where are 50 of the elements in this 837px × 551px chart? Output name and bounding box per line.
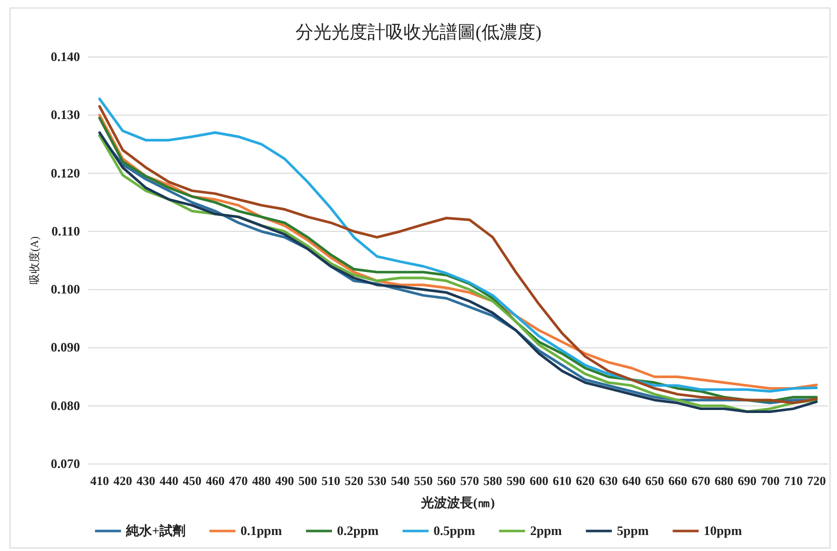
y-tick-label: 0.110 (51, 223, 80, 238)
x-tick-label: 470 (228, 474, 248, 488)
x-tick-label: 490 (275, 474, 294, 488)
x-tick-label: 410 (90, 474, 109, 488)
chart-title: 分光光度計吸收光譜圖(低濃度) (296, 22, 542, 42)
x-tick-label: 710 (784, 474, 803, 488)
legend-label: 0.5ppm (434, 523, 476, 538)
y-tick-label: 0.130 (50, 107, 80, 122)
x-tick-label: 650 (645, 474, 664, 488)
x-tick-label: 550 (414, 474, 433, 488)
legend-label: 10ppm (704, 523, 742, 538)
x-tick-label: 480 (252, 474, 271, 488)
x-tick-label: 500 (298, 474, 318, 488)
legend-label: 2ppm (530, 523, 562, 538)
x-tick-label: 700 (760, 474, 780, 488)
legend-label: 0.2ppm (336, 523, 379, 538)
x-tick-label: 520 (344, 474, 364, 488)
x-tick-label: 460 (206, 474, 225, 488)
x-tick-label: 530 (368, 474, 386, 488)
x-tick-label: 450 (182, 474, 202, 488)
y-axis-title: 吸收度(A) (28, 236, 41, 285)
x-axis-title: 光波波長(㎚) (420, 495, 495, 510)
y-tick-label: 0.080 (50, 398, 80, 413)
x-tick-label: 660 (668, 474, 688, 488)
x-tick-label: 640 (622, 474, 641, 488)
legend-label: 0.1ppm (240, 523, 282, 538)
x-tick-label: 670 (691, 474, 710, 488)
x-tick-label: 590 (506, 474, 526, 488)
x-tick-label: 630 (598, 474, 618, 488)
x-tick-label: 560 (437, 474, 456, 488)
x-tick-label: 510 (321, 474, 340, 488)
y-tick-label: 0.090 (50, 340, 80, 355)
y-tick-label: 0.100 (50, 282, 80, 297)
legend-label: 5ppm (616, 523, 649, 538)
legend-label: 純水+試劑 (125, 523, 186, 538)
x-tick-label: 680 (714, 474, 734, 488)
y-tick-label: 0.140 (50, 49, 80, 64)
x-tick-label: 440 (160, 474, 178, 488)
x-tick-label: 580 (483, 474, 502, 488)
x-tick-label: 540 (390, 474, 410, 488)
x-tick-label: 420 (113, 474, 132, 488)
x-tick-label: 690 (738, 474, 756, 488)
x-tick-label: 570 (460, 474, 479, 488)
x-tick-label: 720 (807, 474, 826, 488)
x-tick-label: 600 (530, 474, 548, 488)
x-tick-label: 620 (576, 474, 595, 488)
y-tick-label: 0.070 (50, 456, 80, 471)
x-tick-label: 610 (552, 474, 572, 488)
y-tick-label: 0.120 (50, 165, 80, 180)
x-tick-label: 430 (136, 474, 156, 488)
